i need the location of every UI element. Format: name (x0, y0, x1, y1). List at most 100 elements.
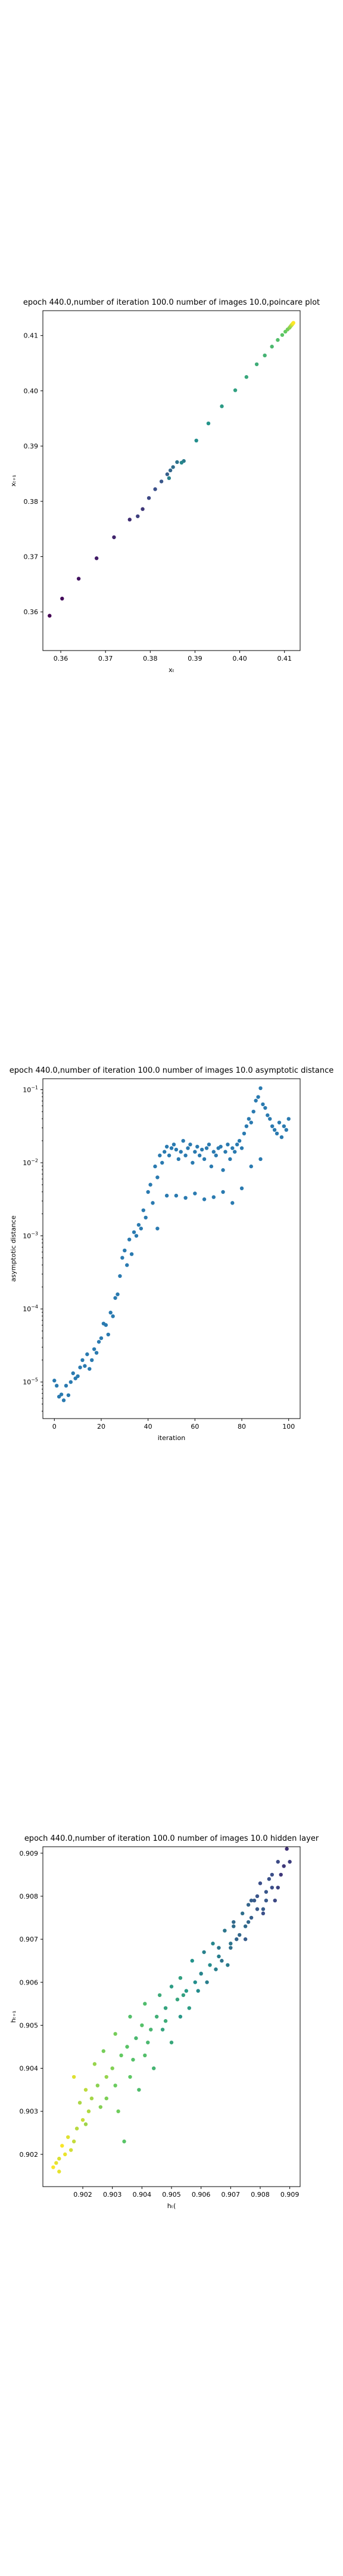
data-point (61, 1398, 66, 1402)
y-axis-label: xₜ₊₁ (10, 475, 17, 487)
data-point (128, 2075, 132, 2079)
data-point (116, 1292, 120, 1296)
chart-title: epoch 440.0,number of iteration 100.0 nu… (10, 1066, 333, 1075)
data-point (208, 1963, 212, 1967)
y-tick-label: 0.41 (24, 332, 39, 340)
data-point (108, 1311, 113, 1315)
data-point (80, 1358, 85, 1363)
data-point (90, 1358, 94, 1363)
data-point (68, 1380, 73, 1384)
data-point (51, 2165, 55, 2169)
x-tick-label: 0.902 (73, 2191, 92, 2199)
y-tick-label: 0.37 (24, 553, 39, 561)
data-point (168, 468, 173, 473)
data-point (122, 2140, 126, 2144)
x-tick-label: 0.38 (143, 655, 158, 662)
x-axis-label: xₜ (169, 666, 174, 674)
data-point (104, 2096, 108, 2101)
data-point (74, 2126, 79, 2131)
data-point (229, 1942, 233, 1946)
chart-title: epoch 440.0,number of iteration 100.0 nu… (23, 298, 320, 307)
x-tick-label: 0.907 (222, 2191, 241, 2199)
data-point (143, 2002, 147, 2006)
x-tick-label: 60 (191, 1423, 199, 1431)
y-tick-label: 0.907 (20, 1936, 39, 1943)
y-tick-label: 0.906 (20, 1979, 39, 1986)
data-point (151, 1201, 155, 1205)
data-point (247, 1117, 251, 1121)
data-point (88, 1367, 92, 1371)
data-point (277, 1120, 282, 1125)
data-point (153, 1164, 157, 1169)
data-point (178, 2014, 183, 2019)
data-point (246, 1903, 251, 1907)
data-point (193, 1980, 197, 1984)
data-point (199, 1971, 203, 1976)
data-point (110, 2066, 114, 2070)
data-point (174, 1193, 179, 1198)
x-tick-label: 0.904 (133, 2191, 152, 2199)
y-tick-label: 0.904 (20, 2065, 39, 2073)
data-point (258, 1086, 263, 1091)
y-tick-label: 10−1 (23, 1085, 38, 1094)
data-point (226, 1963, 230, 1967)
data-point (267, 1877, 272, 1881)
data-point (279, 1135, 284, 1140)
x-tick-label: 0.37 (98, 655, 113, 662)
data-point (149, 2027, 153, 2032)
data-point (266, 1113, 270, 1117)
data-point (112, 535, 116, 540)
data-point (174, 1147, 179, 1152)
data-point (233, 1150, 237, 1154)
data-point (163, 2019, 168, 2023)
data-point (127, 1237, 132, 1241)
data-point (275, 1131, 279, 1136)
data-point (273, 1898, 277, 1903)
data-point (187, 2006, 191, 2010)
y-tick-label: 0.39 (24, 442, 39, 450)
data-point (60, 2144, 64, 2148)
data-point (285, 1847, 289, 1851)
data-point (101, 2049, 105, 2053)
data-point (132, 1230, 136, 1234)
data-point (139, 1227, 144, 1231)
data-point (104, 1323, 108, 1327)
data-point (270, 345, 274, 349)
data-point (261, 1911, 266, 1916)
y-tick-label: 0.909 (20, 1850, 39, 1857)
data-point (239, 1186, 244, 1191)
data-point (160, 1160, 164, 1165)
data-point (261, 1907, 266, 1911)
y-tick-label: 0.40 (24, 387, 39, 395)
data-point (127, 518, 132, 522)
data-point (237, 1138, 242, 1143)
data-point (57, 2169, 61, 2174)
data-point (240, 1911, 245, 1916)
data-point (223, 1928, 227, 1933)
data-point (217, 1954, 221, 1959)
data-point (178, 1976, 183, 1980)
data-point (230, 1146, 235, 1150)
data-point (238, 1933, 242, 1937)
data-point (116, 2109, 120, 2113)
data-point (106, 1332, 110, 1337)
data-point (235, 1143, 239, 1147)
data-point (264, 1898, 269, 1903)
data-point (76, 1374, 80, 1379)
data-point (48, 614, 52, 618)
data-point (163, 2006, 168, 2010)
data-point (211, 1195, 216, 1199)
data-point (129, 1252, 134, 1256)
x-tick-label: 0.906 (192, 2191, 211, 2199)
x-tick-label: 0.909 (280, 2191, 300, 2199)
data-point (193, 1191, 197, 1196)
data-point (155, 1227, 160, 1231)
x-axis-label: iteration (158, 1434, 185, 1442)
data-point (205, 1980, 209, 1984)
x-tick-label: 0.905 (162, 2191, 181, 2199)
data-point (144, 1215, 148, 1220)
data-point (137, 2088, 141, 2092)
data-point (183, 1196, 188, 1200)
y-tick-label: 0.902 (20, 2151, 39, 2159)
